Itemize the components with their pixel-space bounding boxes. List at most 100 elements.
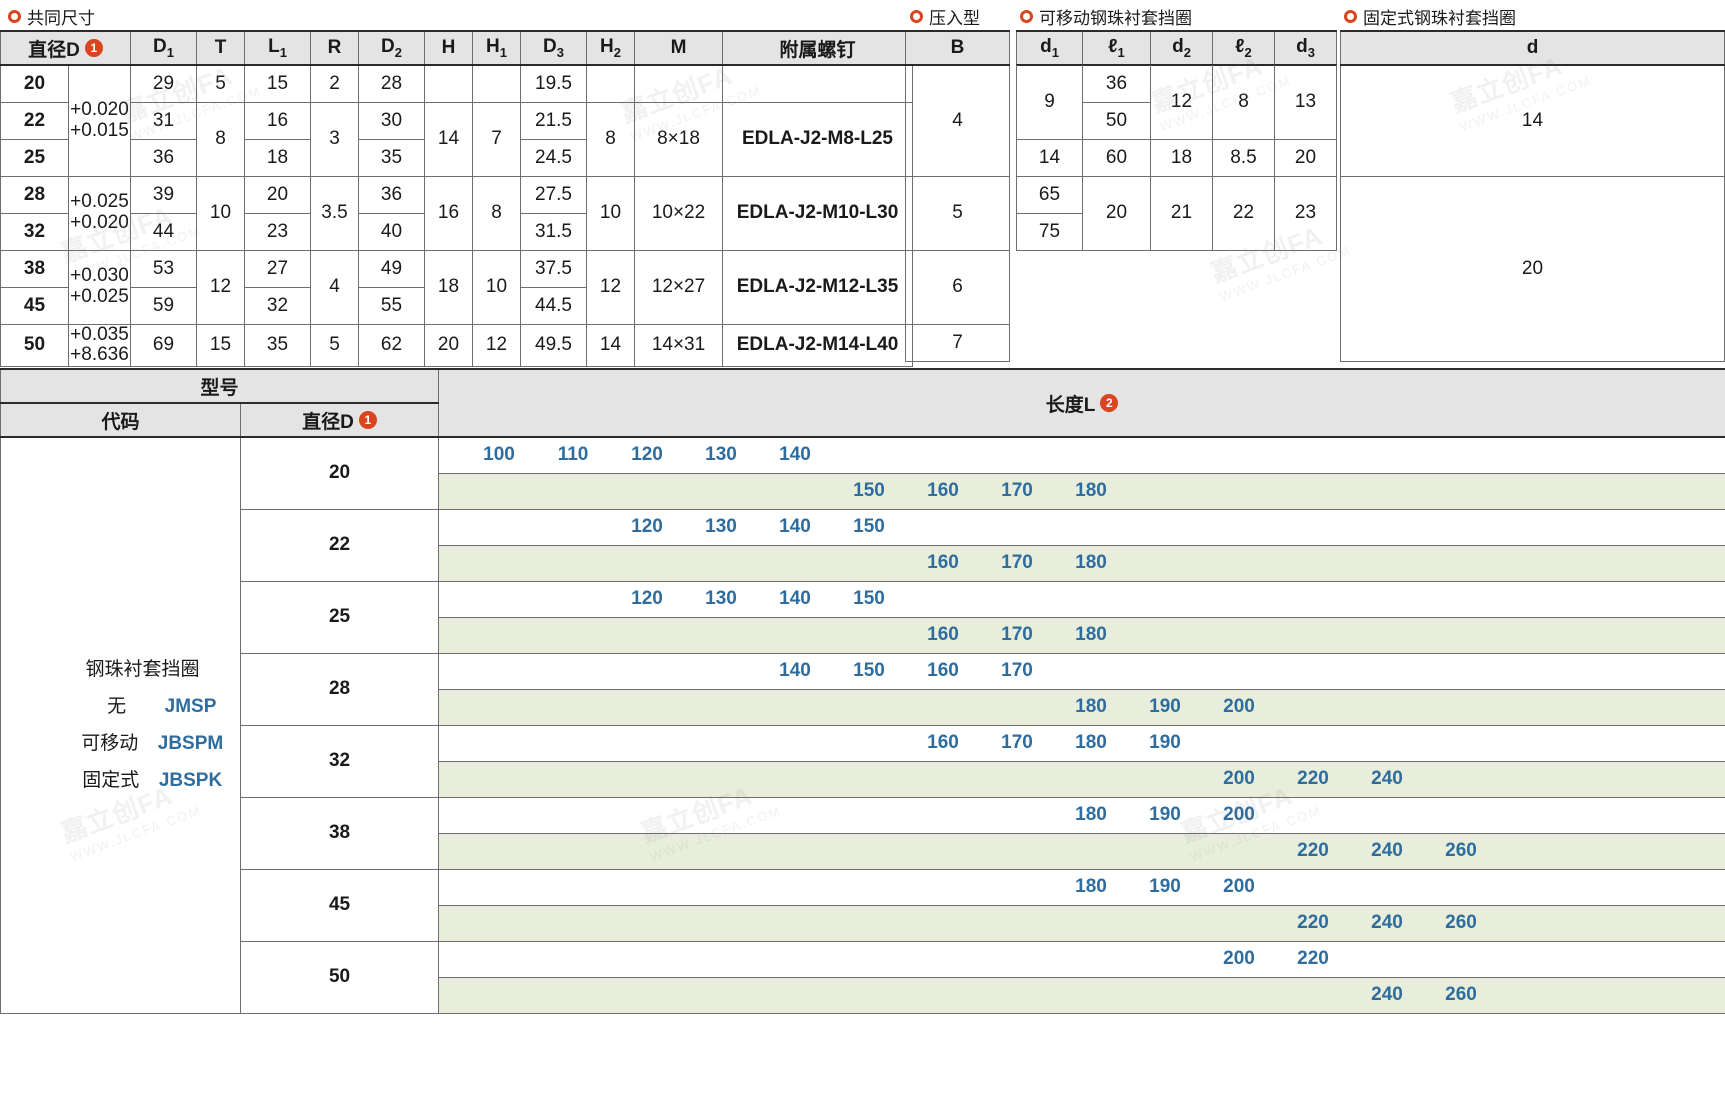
length-value: 190	[1149, 804, 1181, 825]
cell-l2: 8.5	[1212, 138, 1275, 177]
table-row: 38 180 190 200	[1, 796, 1725, 870]
code-block-title: 钢珠衬套挡圈	[85, 659, 200, 681]
cell-H2: 10	[586, 175, 635, 251]
cell-diameter: 50	[239, 940, 440, 1014]
header-R: R	[310, 30, 359, 66]
cell-length-line-a: 120 130 140 150	[438, 580, 1725, 618]
cell-diameter: 20	[0, 64, 69, 103]
cell-M: 8×18	[634, 101, 723, 177]
length-value: 220	[1297, 768, 1329, 789]
cell-length-line-b: 200 220 240	[438, 760, 1725, 798]
table-row: 6	[905, 249, 1010, 325]
cell-l1: 50	[1082, 101, 1151, 140]
cell-T: 5	[196, 64, 245, 103]
header-length: 长度L 2	[438, 368, 1725, 438]
caption-label: 共同尺寸	[27, 9, 95, 28]
cell-length-line-a: 160 170 180 190	[438, 724, 1725, 762]
table-row: 50 +0.035 +8.636 69 15 35 5 62 20 12 49.5 14 14×31 ED…	[0, 323, 913, 367]
length-value: 140	[779, 588, 811, 609]
cell-H1: 7	[472, 101, 521, 177]
cell-L1: 35	[244, 323, 311, 367]
length-value: 200	[1223, 948, 1255, 969]
header-D2: D2	[358, 30, 425, 66]
length-value: 160	[927, 552, 959, 573]
cell-length-line-a: 180 190 200	[438, 796, 1725, 834]
model-sub-header-row: 代码 直径D 1	[0, 402, 1725, 438]
table-row: 180 190 200	[1, 688, 1725, 726]
header-length-label: 长度L	[1045, 394, 1096, 416]
length-value: 140	[779, 660, 811, 681]
cell-D3: 37.5	[520, 249, 587, 288]
cell-B: 4	[905, 64, 1010, 177]
cell-d1: 14	[1016, 138, 1083, 177]
length-value: 180	[1075, 696, 1107, 717]
cell-length-line-a: 180 190 200	[438, 868, 1725, 906]
length-value: 120	[631, 588, 663, 609]
cell-D2: 28	[358, 64, 425, 103]
fixed-retainer-body: 14 20	[1340, 64, 1725, 362]
header-D1: D1	[130, 30, 197, 66]
cell-diameter: 25	[0, 138, 69, 177]
cell-l1: 60	[1082, 138, 1151, 177]
table-row: 240 260	[1, 976, 1725, 1014]
cell-diameter: 38	[239, 796, 440, 870]
length-value: 200	[1223, 696, 1255, 717]
length-value: 220	[1297, 912, 1329, 933]
table-row: 160 170 180	[1, 616, 1725, 654]
cell-diameter: 45	[0, 286, 69, 325]
cell-D1: 59	[130, 286, 197, 325]
cell-diameter: 32	[0, 212, 69, 251]
length-value: 200	[1223, 804, 1255, 825]
header-d2: d2	[1150, 30, 1213, 66]
header-B: B	[905, 30, 1010, 66]
cell-screw: EDLA-J2-M8-L25	[722, 101, 913, 177]
cell-diameter: 50	[0, 323, 69, 367]
cell-L1: 20	[244, 175, 311, 214]
cell-D2: 49	[358, 249, 425, 288]
length-value: 160	[927, 480, 959, 501]
cell-length-line-b: 240 260	[438, 976, 1725, 1014]
cell-l1: 65	[1016, 175, 1083, 214]
cell-tolerance: +0.025 +0.020	[68, 175, 131, 251]
length-value: 160	[927, 732, 959, 753]
model-group-header-row: 型号 长度L 2	[0, 368, 1725, 438]
code-option-label: 固定式	[82, 770, 140, 792]
cell-tolerance: +0.020 +0.015	[68, 64, 131, 177]
header-model-group: 型号	[0, 368, 440, 404]
ring-icon	[910, 10, 923, 23]
cell-H1: 12	[472, 323, 521, 367]
table-row: 25 120 130 140 150	[1, 580, 1725, 654]
length-value: 200	[1223, 876, 1255, 897]
cell-d1: 20	[1082, 175, 1151, 251]
fixed-retainer-table: d 14 20	[1340, 30, 1725, 362]
length-value: 120	[631, 516, 663, 537]
cell-D2: 55	[358, 286, 425, 325]
header-diameter-2-label: 直径D	[302, 411, 354, 433]
table-row: 22 120 130 140 150	[1, 508, 1725, 582]
cell-length-line-a: 120 130 140 150	[438, 508, 1725, 546]
badge-1b: 1	[358, 411, 377, 429]
cell-R: 5	[310, 323, 359, 367]
length-value: 170	[1001, 732, 1033, 753]
cell-D2: 36	[358, 175, 425, 214]
cell-d3: 20	[1274, 138, 1337, 177]
cell-H1: 10	[472, 249, 521, 325]
header-screw: 附属螺钉	[722, 30, 913, 66]
code-option-value: JMSP	[164, 696, 217, 718]
cell-D3: 44.5	[520, 286, 587, 325]
cell-diameter: 32	[239, 724, 440, 798]
length-value: 110	[557, 444, 589, 466]
cell-R: 3.5	[310, 175, 359, 251]
cell-tolerance: +0.035 +8.636	[68, 323, 131, 367]
length-value: 170	[1001, 480, 1033, 501]
model-length-body: 钢珠衬套挡圈无 JMSP 可移动 JBSPM 固定式 JBSPK 20 100 110 120 13…	[0, 436, 1725, 1014]
cell-d1: 9	[1016, 64, 1083, 140]
table-row: 75	[1016, 212, 1337, 251]
table-row: 钢珠衬套挡圈无 JMSP 可移动 JBSPM 固定式 JBSPK 20 100 110 120 13…	[0, 436, 1725, 1014]
badge-2: 2	[1100, 394, 1119, 412]
cell-D3: 21.5	[520, 101, 587, 140]
length-value: 120	[631, 444, 663, 466]
caption-label: 可移动钢珠衬套挡圈	[1039, 9, 1192, 28]
length-value: 100	[483, 444, 515, 466]
